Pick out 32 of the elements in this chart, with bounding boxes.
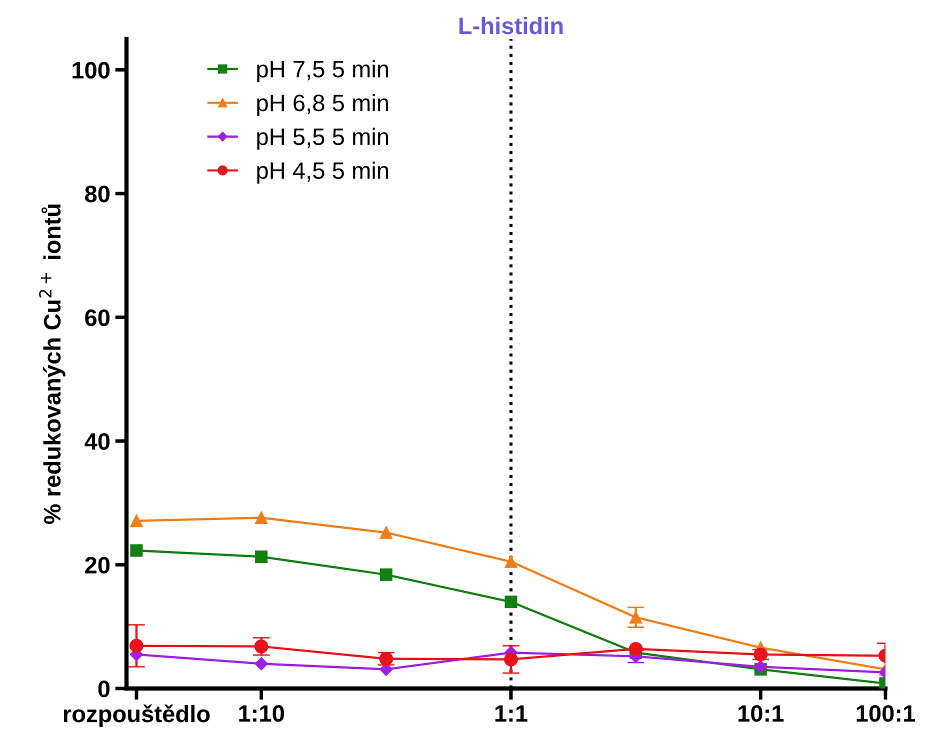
point: [130, 514, 143, 528]
point: [504, 652, 518, 666]
x-tick-label: 10:1: [738, 705, 784, 722]
legend-label: pH 7,5 5 min: [257, 60, 388, 82]
x-tick-label: 1:1: [495, 705, 528, 722]
legend-label: pH 6,8 5 min: [257, 94, 388, 116]
point: [130, 638, 144, 653]
point: [504, 555, 518, 568]
point: [254, 639, 268, 654]
point: [504, 596, 518, 608]
y-axis-title: % redukovaných Cu$^{2+}$ iontů: [39, 204, 66, 524]
x-tick-label: 100:1: [856, 705, 916, 722]
point: [255, 511, 268, 524]
legend-label: pH 5,5 5 min: [257, 128, 388, 150]
point: [130, 544, 143, 557]
y-tick-label: 40: [84, 433, 110, 450]
y-tick-label: 20: [85, 556, 110, 574]
x-tick-label: rozpouštědlo: [64, 704, 210, 727]
y-tick-label: 0: [98, 680, 110, 698]
legend-label: pH 4,5 5 min: [257, 162, 388, 184]
y-tick-label: 80: [85, 186, 110, 202]
point: [380, 568, 392, 581]
point: [630, 611, 642, 624]
ref-line-label: L-histidin: [459, 16, 563, 34]
x-tick-label: 1:10: [239, 705, 284, 722]
point: [380, 526, 392, 539]
point: [754, 660, 768, 674]
point: [255, 550, 268, 563]
y-tick-label: 60: [85, 309, 110, 326]
point: [254, 657, 268, 670]
y-tick-label: 100: [72, 62, 110, 79]
point: [628, 642, 643, 656]
